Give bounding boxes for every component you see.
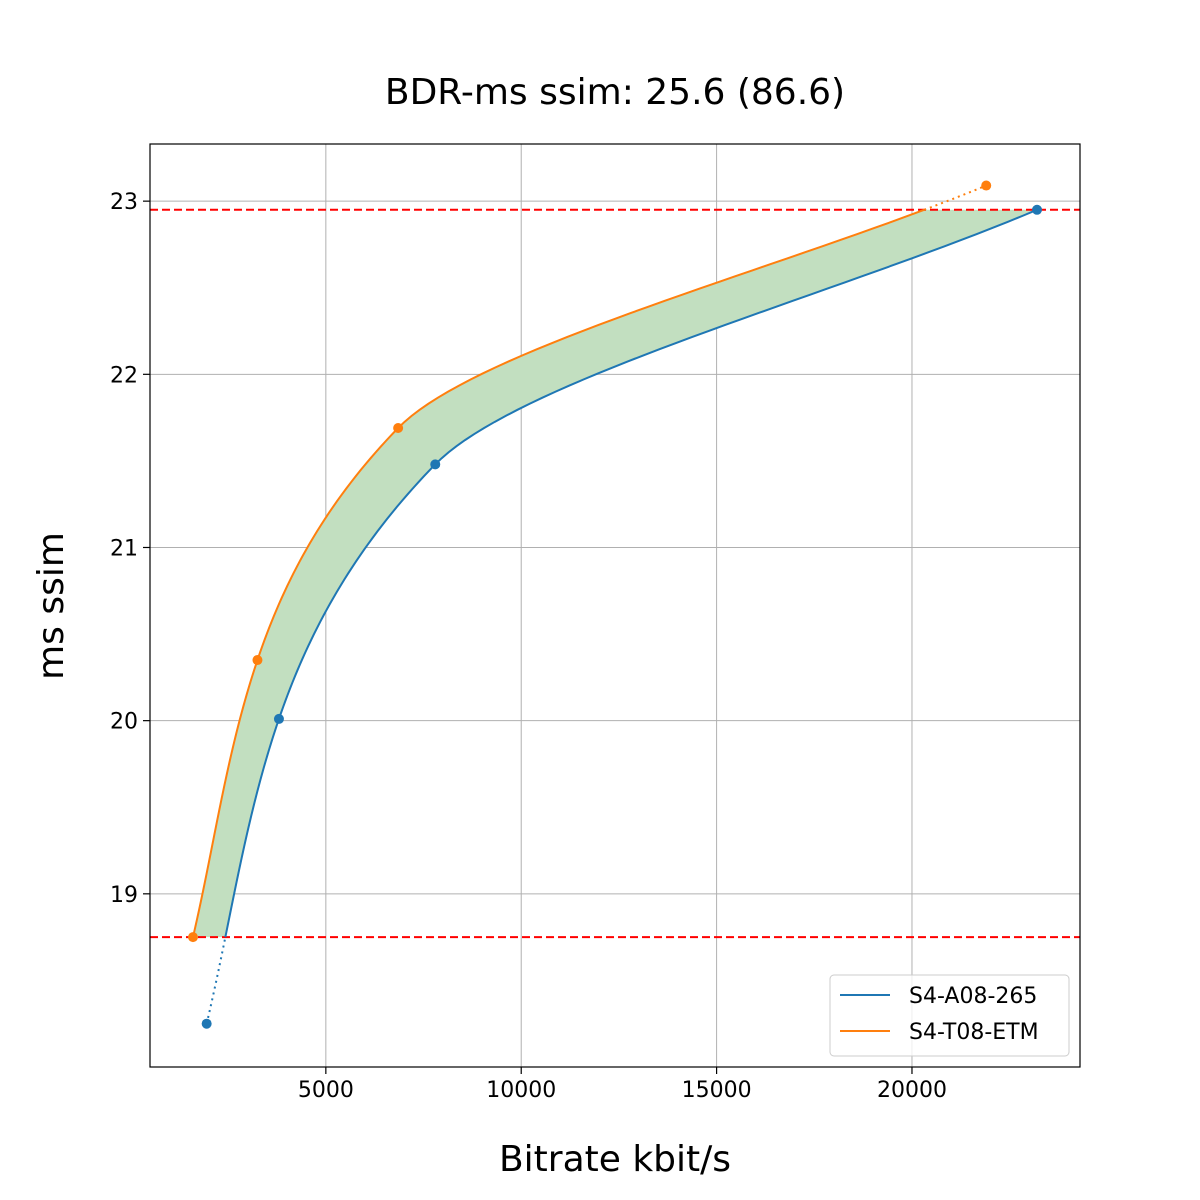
x-ticks: 5000 10000 15000 20000 (298, 1067, 947, 1103)
series-extension-line (923, 184, 987, 211)
series-layer (187, 180, 1043, 1029)
plot-frame (149, 143, 1081, 1068)
data-point (981, 180, 992, 191)
data-point (187, 932, 198, 943)
series-extension-line (205, 936, 227, 1024)
legend: S4-A08-265 S4-T08-ETM (829, 974, 1070, 1057)
y-tick-label: 19 (110, 883, 138, 908)
x-axis-label: Bitrate kbit/s (499, 1139, 731, 1180)
fill-region (192, 209, 1038, 938)
data-point (430, 459, 441, 470)
legend-label-t08: S4-T08-ETM (909, 1020, 1039, 1045)
x-tick-label: 20000 (877, 1078, 947, 1103)
y-tick-label: 23 (110, 190, 138, 215)
series-line (224, 208, 1038, 938)
y-tick-label: 21 (110, 536, 138, 561)
y-axis-label: ms ssim (31, 532, 72, 680)
x-tick-label: 5000 (298, 1078, 354, 1103)
data-point (252, 655, 263, 666)
data-point (201, 1018, 212, 1029)
fill-between-curves (192, 209, 1038, 938)
data-point (273, 713, 284, 724)
data-point (393, 423, 404, 433)
x-tick-label: 10000 (486, 1078, 556, 1103)
y-ticks: 19 20 21 22 23 (110, 190, 150, 908)
data-point (1032, 204, 1043, 215)
y-tick-label: 20 (110, 710, 138, 735)
series-line (192, 208, 925, 938)
chart-title: BDR-ms ssim: 25.6 (86.6) (385, 72, 845, 113)
x-tick-label: 15000 (682, 1078, 752, 1103)
legend-label-a08: S4-A08-265 (909, 984, 1037, 1009)
y-tick-label: 22 (110, 363, 138, 388)
